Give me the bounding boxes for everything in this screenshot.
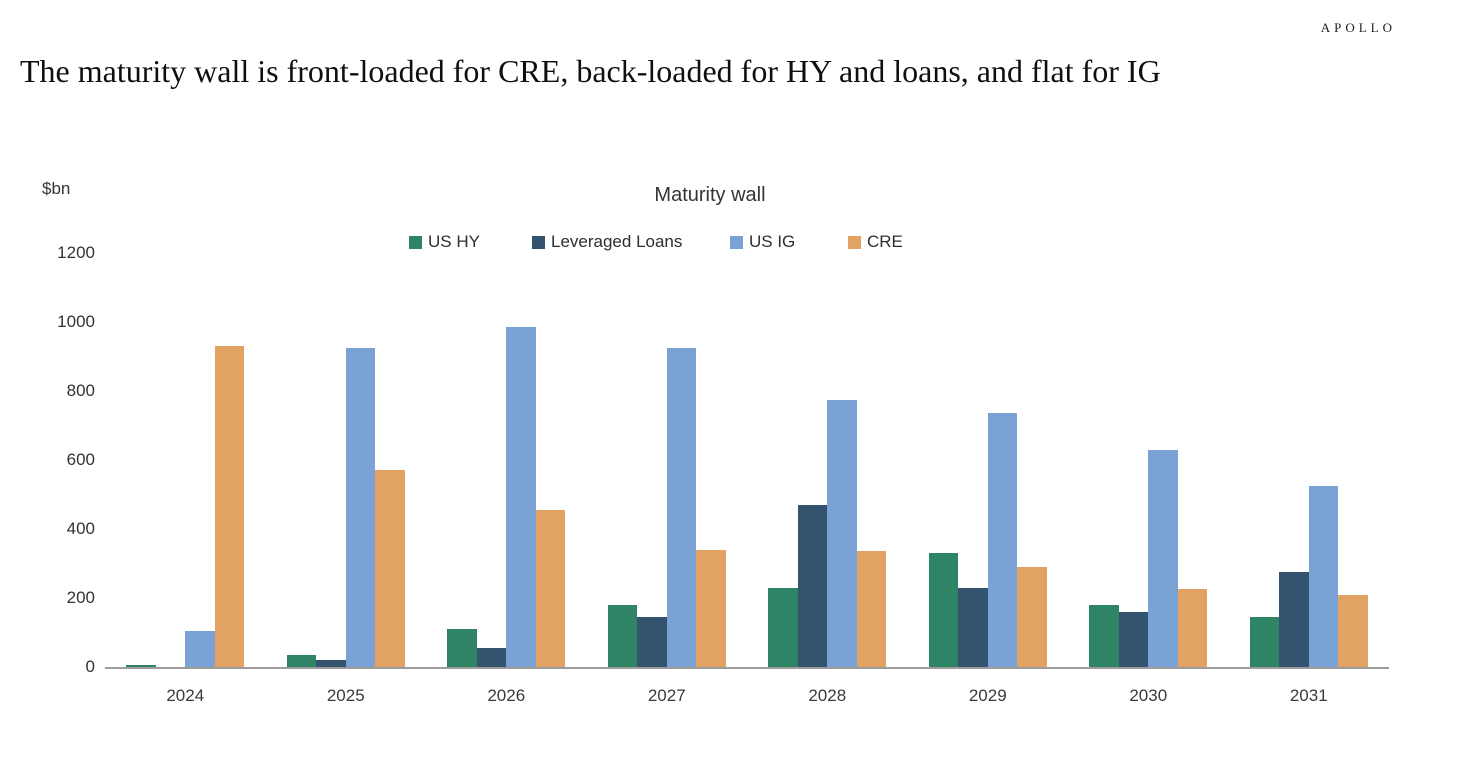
bar-us-ig-2026 bbox=[506, 327, 536, 667]
bar-leveraged-loans-2025 bbox=[316, 660, 346, 667]
bar-us-ig-2027 bbox=[666, 347, 697, 667]
bar-us-hy-2024 bbox=[126, 665, 156, 667]
legend-swatch-us-ig bbox=[730, 235, 743, 249]
bar-group-2024 bbox=[105, 253, 266, 667]
chart-title: Maturity wall bbox=[654, 184, 766, 206]
bar-leveraged-loans-2029 bbox=[958, 587, 988, 667]
x-axis-label-2029: 2029 bbox=[968, 686, 1007, 705]
bar-us-ig-2031 bbox=[1308, 485, 1339, 667]
bar-group-2030 bbox=[1068, 253, 1229, 667]
bar-leveraged-loans-2027 bbox=[637, 616, 667, 667]
bar-leveraged-loans-2028 bbox=[797, 504, 828, 667]
legend-swatch-leveraged-loans bbox=[532, 235, 545, 249]
bar-us-hy-2025 bbox=[286, 654, 317, 667]
apollo-logo: APOLLO bbox=[1320, 20, 1396, 35]
x-axis-label-2027: 2027 bbox=[647, 686, 686, 705]
bar-us-hy-2028 bbox=[768, 587, 798, 667]
bar-cre-2026 bbox=[535, 510, 566, 667]
y-axis-tick-200: 200 bbox=[66, 588, 95, 607]
y-axis-tick-400: 400 bbox=[66, 519, 95, 538]
y-axis-tick-1000: 1000 bbox=[57, 312, 95, 331]
bar-cre-2031 bbox=[1338, 594, 1368, 667]
legend-item-us-ig: US IG bbox=[730, 232, 795, 252]
legend-item-leveraged-loans: Leveraged Loans bbox=[532, 232, 682, 252]
legend-label-us-ig: US IG bbox=[749, 232, 796, 251]
y-axis-tick-1200: 1200 bbox=[57, 243, 95, 262]
bar-group-2028 bbox=[747, 253, 908, 667]
bar-us-hy-2029 bbox=[928, 553, 959, 667]
legend-label-cre: CRE bbox=[867, 232, 903, 251]
bar-group-2031 bbox=[1229, 253, 1390, 667]
bar-cre-2029 bbox=[1017, 566, 1047, 667]
bar-cre-2027 bbox=[696, 549, 726, 667]
bar-us-ig-2029 bbox=[987, 413, 1018, 667]
x-axis-label-2026: 2026 bbox=[487, 686, 526, 705]
y-axis-tick-600: 600 bbox=[66, 450, 95, 469]
bar-cre-2024 bbox=[214, 346, 245, 667]
x-axis-label-2024: 2024 bbox=[166, 686, 205, 705]
bar-group-2029 bbox=[908, 253, 1069, 667]
legend-swatch-us-hy bbox=[409, 235, 422, 249]
bar-leveraged-loans-2026 bbox=[476, 648, 507, 667]
legend-swatch-cre bbox=[848, 235, 861, 249]
slide-headline: The maturity wall is front-loaded for CR… bbox=[20, 53, 1161, 89]
plot-area bbox=[105, 253, 1389, 669]
y-axis-unit-label: $bn bbox=[42, 179, 71, 198]
legend-label-us-hy: US HY bbox=[428, 232, 480, 251]
bar-cre-2025 bbox=[375, 470, 405, 667]
bar-us-ig-2028 bbox=[827, 399, 857, 667]
bar-group-2027 bbox=[587, 253, 748, 667]
bar-us-ig-2024 bbox=[185, 630, 215, 667]
bar-us-hy-2027 bbox=[607, 604, 638, 667]
y-axis-tick-0: 0 bbox=[85, 657, 95, 676]
bar-us-hy-2030 bbox=[1089, 604, 1119, 667]
x-axis-label-2030: 2030 bbox=[1129, 686, 1168, 705]
bar-group-2025 bbox=[266, 253, 427, 667]
bar-us-ig-2025 bbox=[345, 347, 376, 667]
x-axis-label-2028: 2028 bbox=[808, 686, 847, 705]
bar-cre-2030 bbox=[1177, 589, 1208, 667]
bar-leveraged-loans-2030 bbox=[1118, 611, 1149, 667]
bar-group-2026 bbox=[426, 253, 587, 667]
x-axis-label-2031: 2031 bbox=[1289, 686, 1328, 705]
bar-us-hy-2031 bbox=[1249, 616, 1280, 667]
y-axis-tick-800: 800 bbox=[66, 381, 95, 400]
bar-us-hy-2026 bbox=[447, 629, 477, 667]
legend-label-leveraged-loans: Leveraged Loans bbox=[551, 232, 683, 251]
x-axis-label-2025: 2025 bbox=[326, 686, 365, 705]
bar-cre-2028 bbox=[856, 551, 887, 667]
legend-item-us-hy: US HY bbox=[409, 232, 480, 252]
legend-item-cre: CRE bbox=[848, 232, 903, 252]
bar-us-ig-2030 bbox=[1148, 449, 1178, 667]
bar-leveraged-loans-2031 bbox=[1279, 572, 1309, 667]
